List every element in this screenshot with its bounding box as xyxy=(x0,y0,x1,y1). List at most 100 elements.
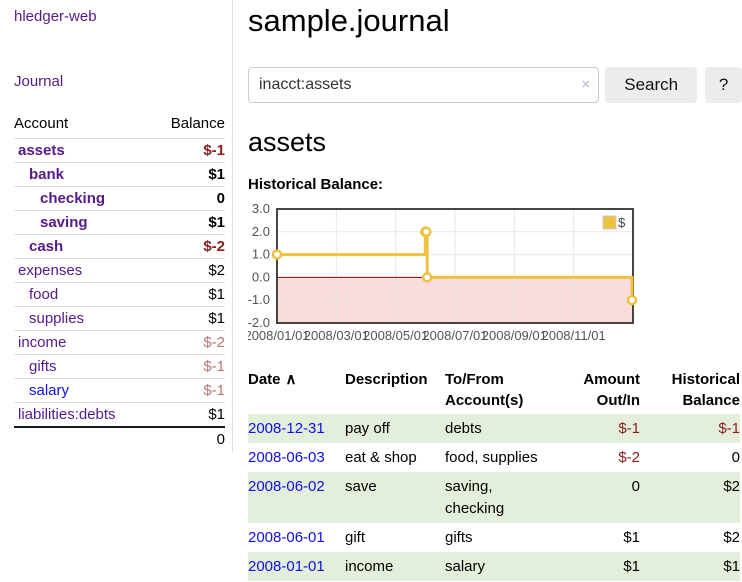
account-balance: $-2 xyxy=(151,330,225,355)
account-balance: $-1 xyxy=(151,138,225,163)
transaction-date-link[interactable]: 2008-12-31 xyxy=(248,420,325,437)
account-link[interactable]: cash xyxy=(29,238,64,255)
svg-text:3.0: 3.0 xyxy=(252,203,270,216)
accounts-total-row: 0 xyxy=(14,426,225,452)
help-button[interactable]: ? xyxy=(705,67,742,103)
main-content: sample.journal × Search ? assets Histori… xyxy=(233,0,742,581)
transaction-balance: $1 xyxy=(723,558,740,575)
search-input[interactable] xyxy=(248,67,600,103)
svg-text:1.0: 1.0 xyxy=(252,247,270,262)
transaction-description: pay off xyxy=(345,420,390,437)
account-row: income $-2 xyxy=(14,330,225,355)
account-link[interactable]: supplies xyxy=(29,310,85,327)
transaction-date-cell: 2008-12-31 xyxy=(248,414,345,443)
register-table: Date ∧ Description To/From Account(s) Amo… xyxy=(248,366,740,581)
transaction-amount: $-2 xyxy=(618,449,640,466)
account-balance: $2 xyxy=(151,258,225,283)
transaction-balance: $2 xyxy=(723,478,740,495)
app-title-link[interactable]: hledger-web xyxy=(14,8,97,25)
register-header-date[interactable]: Date ∧ xyxy=(248,371,297,388)
account-balance: $1 xyxy=(151,306,225,331)
chart-label: Historical Balance: xyxy=(248,176,384,193)
svg-text:-1.0: -1.0 xyxy=(248,292,270,307)
transaction-amount: 0 xyxy=(631,478,640,495)
svg-text:2008/09/01: 2008/09/01 xyxy=(482,328,547,343)
page-title: sample.journal xyxy=(248,3,450,38)
search-button[interactable]: Search xyxy=(605,67,698,103)
account-balance: $1 xyxy=(151,162,225,187)
account-link[interactable]: income xyxy=(18,334,67,351)
account-row: saving $1 xyxy=(14,210,225,235)
transaction-date-cell: 2008-06-01 xyxy=(248,523,345,552)
transaction-balance: 0 xyxy=(731,449,740,466)
transaction-description: gift xyxy=(345,529,366,546)
account-balance: $1 xyxy=(151,282,225,307)
transaction-description: eat & shop xyxy=(345,449,417,466)
transaction-date-cell: 2008-06-03 xyxy=(248,443,345,472)
account-balance: $-1 xyxy=(151,354,225,379)
transaction-accounts: debts xyxy=(445,420,482,437)
transaction-row: 2008-06-03 eat & shop food, supplies $-2 0 xyxy=(248,443,740,472)
account-link[interactable]: checking xyxy=(40,190,106,207)
account-balance: $1 xyxy=(151,402,225,427)
transaction-date-cell: 2008-01-01 xyxy=(248,552,345,581)
account-balance: $-1 xyxy=(151,378,225,403)
svg-text:2008/07/01: 2008/07/01 xyxy=(422,328,487,343)
search-bar: × Search ? xyxy=(248,67,742,103)
account-link[interactable]: liabilities:debts xyxy=(18,406,116,423)
account-row: checking 0 xyxy=(14,186,225,211)
account-row: gifts $-1 xyxy=(14,354,225,379)
account-balance: $1 xyxy=(151,210,225,235)
transaction-date-link[interactable]: 2008-01-01 xyxy=(248,558,325,575)
transaction-accounts: saving, checking xyxy=(445,478,505,517)
transaction-row: 2008-01-01 income salary $1 $1 xyxy=(248,552,740,581)
historical-balance-chart: $3.0 2.0 1.0 0.0 -1.0 -2.0 2008/01/01 2008/03/0… xyxy=(244,201,742,353)
account-row: cash $-2 xyxy=(14,234,225,259)
accounts-header-balance: Balance xyxy=(170,115,225,132)
account-row: supplies $1 xyxy=(14,306,225,331)
search-input-wrap: × xyxy=(248,67,600,103)
register-header-accounts: To/From Account(s) xyxy=(445,371,524,409)
clear-search-icon[interactable]: × xyxy=(581,76,591,93)
transaction-date-link[interactable]: 2008-06-02 xyxy=(248,478,325,495)
account-link[interactable]: salary xyxy=(29,382,70,399)
svg-text:2008/05/01: 2008/05/01 xyxy=(363,328,428,343)
svg-text:-2.0: -2.0 xyxy=(248,315,270,330)
account-row: salary $-1 xyxy=(14,378,225,403)
transaction-date-link[interactable]: 2008-06-01 xyxy=(248,529,325,546)
account-link[interactable]: food xyxy=(29,286,59,303)
transaction-description: save xyxy=(345,478,377,495)
transaction-balance: $2 xyxy=(723,529,740,546)
accounts-table: Account Balance assets $-1 bank $1 checking 0… xyxy=(14,111,225,452)
transaction-amount: $1 xyxy=(623,558,640,575)
account-link[interactable]: saving xyxy=(40,214,88,231)
sort-ascending-icon: ∧ xyxy=(285,371,297,388)
account-row: food $1 xyxy=(14,282,225,307)
transaction-date-link[interactable]: 2008-06-03 xyxy=(248,449,325,466)
transaction-amount: $1 xyxy=(623,529,640,546)
transaction-row: 2008-12-31 pay off debts $-1 $-1 xyxy=(248,414,740,443)
account-row: liabilities:debts $1 xyxy=(14,402,225,427)
account-row: expenses $2 xyxy=(14,258,225,283)
register-header-balance: Historical Balance xyxy=(671,371,740,409)
transaction-accounts: gifts xyxy=(445,529,473,546)
account-balance: $-2 xyxy=(151,234,225,259)
accounts-header-account: Account xyxy=(14,115,69,132)
svg-text:$: $ xyxy=(618,215,626,230)
register-header-amount: Amount Out/In xyxy=(583,371,640,409)
account-link[interactable]: expenses xyxy=(18,262,83,279)
account-link[interactable]: assets xyxy=(18,142,65,159)
sidebar-item-journal[interactable]: Journal xyxy=(14,73,64,90)
svg-text:0.0: 0.0 xyxy=(252,269,270,284)
svg-text:2008/03/01: 2008/03/01 xyxy=(304,328,369,343)
transaction-row: 2008-06-02 save saving, checking 0 $2 xyxy=(248,472,740,523)
transaction-row: 2008-06-01 gift gifts $1 $2 xyxy=(248,523,740,552)
svg-text:2008/01/01: 2008/01/01 xyxy=(248,328,310,343)
account-link[interactable]: gifts xyxy=(29,358,57,375)
account-heading: assets xyxy=(248,127,327,157)
sidebar: hledger-web Journal Account Balance asse… xyxy=(0,0,233,452)
account-balance: 0 xyxy=(151,186,225,211)
svg-text:2.0: 2.0 xyxy=(252,224,270,239)
account-link[interactable]: bank xyxy=(29,166,65,183)
